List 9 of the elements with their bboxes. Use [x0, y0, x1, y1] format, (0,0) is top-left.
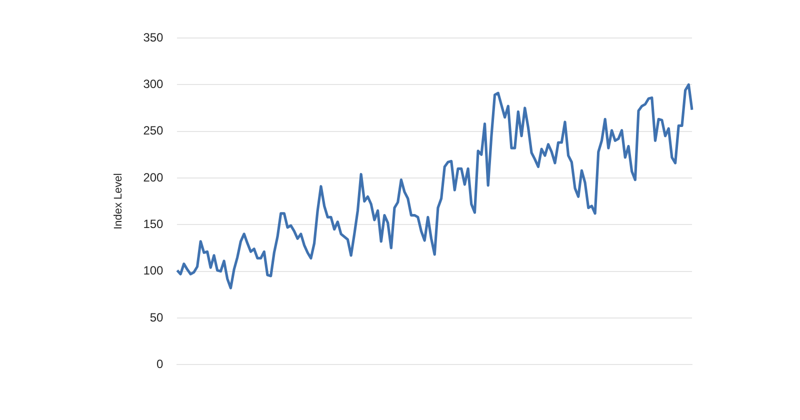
y-tick-label: 150: [143, 216, 164, 231]
y-tick-label: 0: [156, 356, 164, 371]
y-tick-label: 50: [150, 310, 164, 324]
y-tick-label: 200: [143, 170, 164, 184]
y-tick-label: 100: [143, 264, 164, 278]
y-tick-label: 250: [143, 124, 164, 138]
y-tick-label: 350: [143, 30, 164, 44]
y-axis-title: Index Level: [112, 173, 125, 230]
y-tick-label: 300: [143, 76, 164, 91]
